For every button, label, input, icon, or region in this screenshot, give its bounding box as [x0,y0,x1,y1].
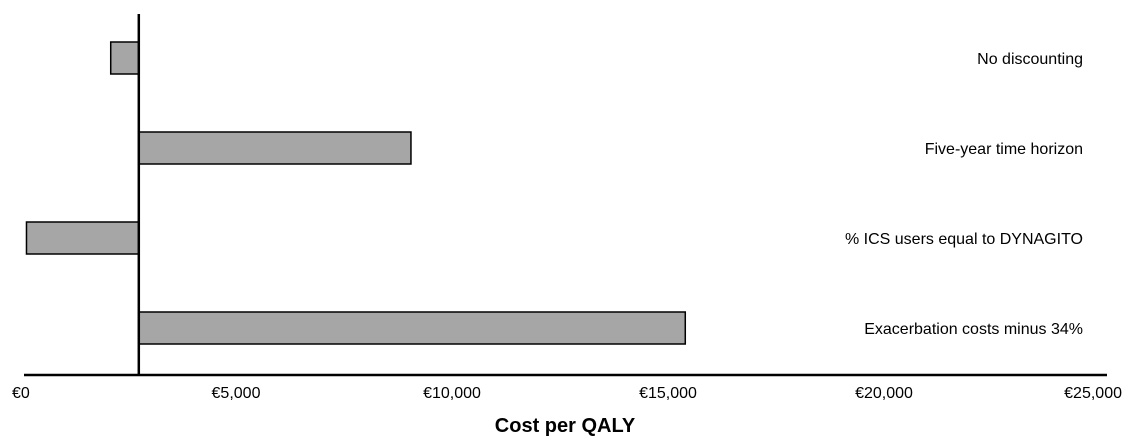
x-axis-title: Cost per QALY [495,415,636,437]
x-axis-ticks: €0 €5,000 €10,000 €15,000 €20,000 €25,000 [12,385,1122,402]
bars-layer [25,41,687,345]
category-label-4: Exacerbation costs minus 34% [864,321,1083,338]
x-tick-label: €10,000 [423,385,481,402]
x-tick-label: €20,000 [855,385,913,402]
bar-4 [138,311,687,345]
category-label-2: Five-year time horizon [925,141,1083,158]
category-label-3: % ICS users equal to DYNAGITO [845,231,1083,248]
x-tick-label: €15,000 [639,385,697,402]
bar-1 [109,41,140,75]
x-tick-label: €25,000 [1064,385,1122,402]
category-labels: No discounting Five-year time horizon % IC… [845,51,1083,338]
category-label-1: No discounting [977,51,1083,68]
bar-3 [25,221,140,255]
bar-2 [138,131,412,165]
x-tick-label: €0 [12,385,30,402]
x-tick-label: €5,000 [212,385,261,402]
